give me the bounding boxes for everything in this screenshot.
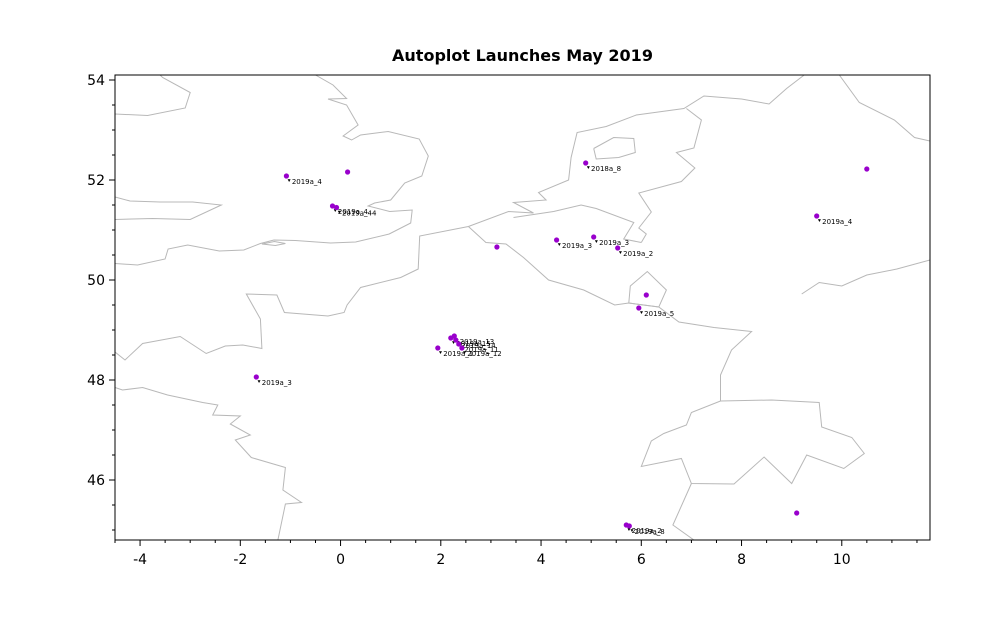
launch-point[interactable] — [814, 213, 820, 219]
x-axis-tick-label: 10 — [833, 552, 851, 568]
point-label: 2019a_5 — [644, 310, 674, 318]
point-label: 2019a_3 — [562, 242, 592, 250]
point-label-pointer-icon — [817, 219, 821, 222]
point-label: 2018a_8 — [591, 165, 621, 173]
launch-point[interactable] — [253, 374, 259, 380]
launch-point[interactable] — [583, 160, 589, 166]
point-label-pointer-icon — [639, 311, 643, 314]
launch-point[interactable] — [345, 169, 351, 175]
launch-point[interactable] — [459, 345, 465, 351]
point-label-pointer-icon — [438, 351, 442, 354]
point-label: 2019a_8 — [635, 528, 665, 536]
launch-point[interactable] — [794, 510, 800, 516]
launch-point[interactable] — [494, 244, 500, 250]
launch-point[interactable] — [626, 523, 632, 529]
point-label: 2019a_1 — [443, 350, 473, 358]
point-label: 2019a_13 — [460, 338, 495, 346]
coastline-nl-de-border — [638, 108, 702, 243]
coastline-gb-south-east-coast — [115, 75, 429, 266]
point-label-pointer-icon — [594, 240, 598, 243]
x-axis-tick-label: 8 — [737, 552, 746, 568]
x-axis-tick-label: 4 — [537, 552, 546, 568]
launch-point[interactable] — [636, 305, 642, 311]
launch-point[interactable] — [435, 345, 441, 351]
launch-point[interactable] — [453, 337, 459, 343]
point-label: 2019a_15 — [456, 340, 491, 348]
launch-point[interactable] — [329, 203, 336, 209]
point-label: 2019a_3 — [599, 239, 629, 247]
point-label: 2019a_44 — [342, 210, 377, 218]
coastline-bristol-channel — [115, 196, 224, 221]
basemap-layer — [115, 75, 930, 540]
launch-point[interactable] — [283, 173, 289, 179]
point-label-pointer-icon — [463, 351, 467, 354]
coastline-nw-england-coast — [115, 75, 191, 117]
point-label-pointer-icon — [557, 243, 561, 246]
plot-frame — [114, 74, 931, 541]
point-label-pointer-icon — [627, 528, 631, 531]
coastline-luxembourg-border — [628, 270, 667, 308]
launch-point[interactable] — [643, 292, 649, 298]
point-label: 2019a_4 — [338, 208, 369, 216]
point-label-pointer-icon — [586, 166, 590, 169]
coastline-continental-coast — [115, 75, 805, 361]
y-axis-tick-label: 50 — [87, 273, 105, 289]
point-label: 2019a_12 — [467, 350, 502, 358]
point-label: 2019a_2 — [632, 527, 662, 535]
launch-point[interactable] — [456, 341, 462, 347]
x-axis-tick-label: 6 — [637, 552, 646, 568]
launch-points-layer: 2019a_42019a_42019a_442018a_82019a_42019… — [253, 160, 870, 536]
point-label-pointer-icon — [337, 210, 341, 214]
x-axis-tick-label: -4 — [133, 552, 147, 568]
point-label: 2019a_4 — [822, 218, 853, 226]
y-axis-tick-label: 52 — [87, 173, 105, 189]
coastline-biscay-coast — [115, 386, 303, 540]
coastline-elbe-line — [838, 75, 930, 142]
coastline-be-nl-border — [513, 204, 642, 243]
x-axis-tick-label: 2 — [436, 552, 445, 568]
y-axis-tick-label: 48 — [87, 373, 105, 389]
x-axis-tick-label: -2 — [233, 552, 247, 568]
coastline-ijsselmeer — [593, 136, 636, 160]
point-label: 2019a_2 — [623, 250, 653, 258]
coastline-de-inner-line — [801, 259, 930, 295]
point-label-pointer-icon — [257, 380, 261, 383]
coastline-isle-of-wight — [261, 240, 286, 247]
launch-point[interactable] — [554, 237, 560, 243]
coastline-fr-it-border — [672, 483, 695, 540]
point-label-pointer-icon — [287, 179, 291, 182]
point-label: 2019a_14 — [461, 342, 496, 350]
launch-point[interactable] — [591, 234, 597, 240]
point-label-pointer-icon — [630, 529, 634, 532]
coastline-swiss-border — [640, 399, 866, 485]
point-label: 2019a_3 — [262, 379, 292, 387]
x-axis-tick-label: 0 — [336, 552, 345, 568]
launch-point[interactable] — [615, 245, 621, 251]
point-label-pointer-icon — [618, 251, 622, 254]
chart-title: Autoplot Launches May 2019 — [392, 46, 653, 65]
point-label: 2019a_4 — [292, 178, 323, 186]
launch-point[interactable] — [333, 204, 340, 211]
coastline-fr-be-de-border — [468, 226, 753, 401]
launch-point[interactable] — [864, 166, 870, 172]
y-axis-tick-label: 54 — [87, 73, 105, 89]
launch-point[interactable] — [451, 333, 457, 339]
y-axis-tick-label: 46 — [87, 473, 105, 489]
point-label: 2019a_11 — [464, 346, 499, 354]
